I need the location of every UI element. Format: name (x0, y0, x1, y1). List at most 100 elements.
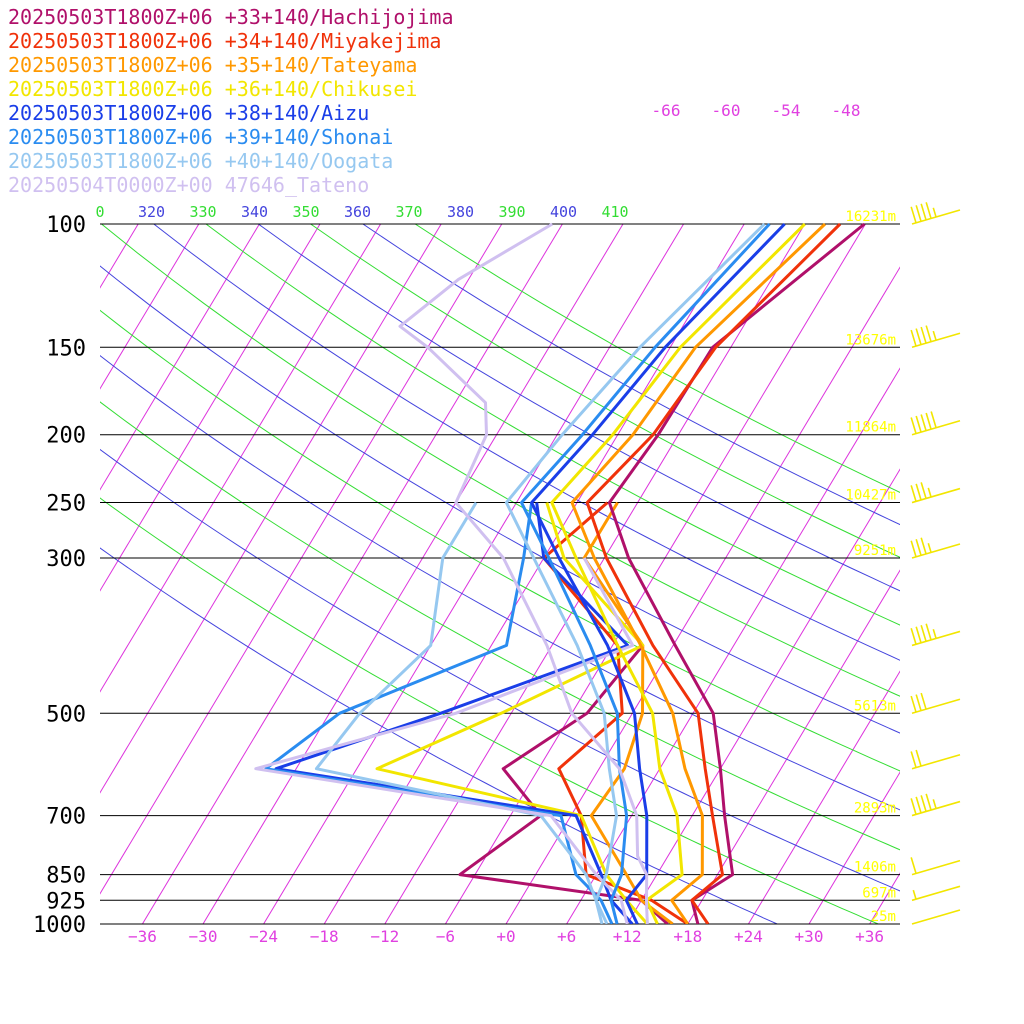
sounding-profiles (254, 222, 866, 924)
dry-adiabat-line (258, 224, 900, 592)
wind-barb-flag (925, 412, 932, 430)
wind-barb-flag (910, 206, 917, 224)
wind-barb-flag (910, 751, 917, 768)
temperature-line (520, 222, 771, 924)
wind-barb (910, 537, 961, 559)
wind-barb-flag (910, 417, 917, 434)
wind-barb-flag (927, 487, 932, 498)
isotherm-line (202, 224, 624, 924)
wind-barb (910, 857, 961, 876)
height-label: 2893m (854, 801, 896, 817)
isotherm-line (100, 224, 200, 390)
wind-barb-flag (910, 628, 917, 645)
wind-barb-flag (910, 695, 917, 713)
wind-barb-flag (920, 203, 927, 221)
dewpoint-line (582, 501, 674, 924)
wind-barb-flag (930, 411, 937, 428)
isotherm-top-label: -66 (652, 101, 681, 120)
isotherm-line (444, 224, 866, 924)
theta-labels: 0 320 330 340 350 360 370 380 390 400 410 (95, 203, 628, 221)
wind-barb-staff (911, 630, 961, 647)
wind-barb-staff (911, 698, 961, 715)
wind-barb (910, 411, 961, 436)
wind-barb-staff (911, 543, 961, 559)
wind-barb-flag (932, 207, 937, 218)
wind-barb-flag (920, 326, 927, 344)
pressure-label: 250 (46, 492, 86, 517)
dewpoint-line (314, 501, 604, 924)
legend-item: 20250503T1800Z+06 +34+140/Miyakejima (8, 29, 441, 53)
dry-adiabat-line (362, 224, 900, 526)
wind-barb-flag (932, 629, 937, 639)
legend-item: 20250503T1800Z+06 +39+140/Shonai (8, 125, 393, 149)
theta-label: 390 (498, 203, 525, 221)
legend-item: 20250503T1800Z+06 +38+140/Aizu (8, 101, 369, 125)
height-label: 9251m (854, 543, 896, 559)
height-label: 1406m (854, 860, 896, 876)
temperature-tick-label: −24 (249, 927, 278, 946)
theta-label: 380 (447, 203, 474, 221)
legend-item: 20250503T1800Z+06 +40+140/Oogata (8, 149, 393, 173)
temperature-tick-label: −18 (310, 927, 339, 946)
temperature-line (585, 222, 842, 924)
wind-barb (910, 325, 961, 349)
dewpoint-line (254, 557, 635, 924)
wind-barb-staff (911, 885, 961, 902)
isotherm-line (808, 771, 900, 924)
wind-barb (910, 482, 961, 504)
wind-barb (911, 885, 961, 902)
wind-barb-flag (915, 694, 922, 711)
isotherm-top-labels: -66 -60 -54 -48 (652, 101, 861, 120)
isotherm-top-label: -60 (712, 101, 741, 120)
wind-barb-flag (920, 625, 927, 642)
wind-barb-flag (920, 482, 927, 499)
height-label: 5613m (854, 698, 896, 714)
wind-barb-flag (920, 692, 927, 710)
isotherm-line (869, 872, 900, 924)
wind-barb-flag (915, 539, 922, 556)
wind-barb-flag (912, 889, 917, 900)
temperature-tick-label: +18 (673, 927, 702, 946)
dewpoint-line (274, 502, 634, 924)
pressure-label: 700 (46, 805, 86, 830)
isobars (100, 223, 900, 925)
wind-barb-flag (915, 328, 922, 345)
dewpoint-line (542, 501, 689, 924)
isotherm-line (263, 224, 685, 924)
height-label: 10427m (845, 488, 896, 504)
wind-barb-flag (915, 205, 922, 222)
theta-label: 360 (344, 203, 371, 221)
isotherm-line (0, 224, 17, 924)
wind-barb-flag (920, 537, 927, 555)
dry-adiabat-line (100, 448, 900, 892)
wind-barb (910, 623, 961, 647)
isotherm-line (100, 224, 260, 491)
legend-item: 20250503T1800Z+06 +33+140/Hachijojima (8, 5, 454, 29)
isotherm-line (566, 367, 900, 924)
temperature-tick-label: −6 (436, 927, 455, 946)
wind-barb-staff (911, 753, 961, 770)
theta-label: 0 (95, 203, 104, 221)
temperature-tick-label: −36 (128, 927, 157, 946)
isotherm-line (323, 224, 745, 924)
isotherm-line (747, 670, 900, 924)
wind-barb-flag (915, 796, 922, 814)
height-label: 13676m (845, 332, 896, 348)
wind-barb-flag (920, 795, 927, 812)
wind-barb-staff (911, 419, 961, 436)
height-label: 25m (871, 909, 896, 925)
legend-item: 20250503T1800Z+06 +35+140/Tateyama (8, 53, 417, 77)
pressure-label: 200 (46, 424, 86, 449)
wind-barb (910, 793, 961, 817)
isotherm-line (100, 224, 503, 895)
temperature-tick-label: +12 (613, 927, 642, 946)
wind-barb-staff (911, 859, 961, 876)
wind-barb-staff (911, 209, 961, 225)
wind-barb-flag (932, 799, 937, 809)
temperature-line (570, 222, 827, 924)
wind-barb-flag (910, 485, 917, 502)
wind-barb-staff (911, 800, 961, 817)
legend-item: 20250504T0000Z+00 47646_Tateno (8, 173, 369, 197)
temperature-tick-label: +30 (795, 927, 824, 946)
